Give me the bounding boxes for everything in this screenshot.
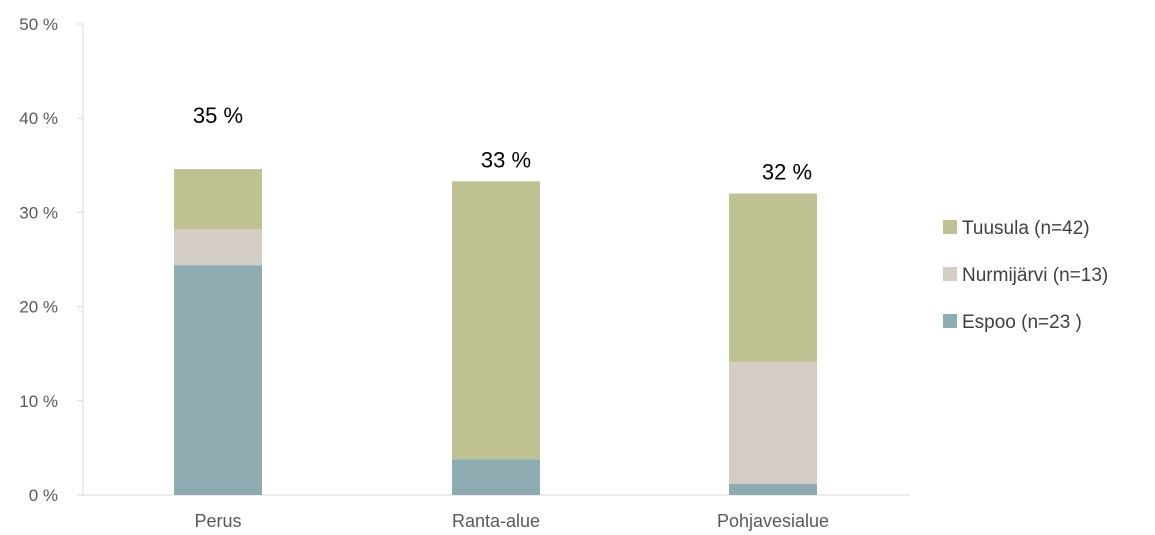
total-labels: 35 % 33 % 32 % xyxy=(193,103,812,184)
legend-swatch xyxy=(943,220,957,234)
y-tick-label: 10 % xyxy=(19,392,58,411)
y-tick-label: 30 % xyxy=(19,203,58,222)
category-labels: Perus Ranta-alue Pohjavesialue xyxy=(194,511,829,531)
legend-swatch xyxy=(943,314,957,328)
legend-label: Tuusula (n=42) xyxy=(962,218,1090,239)
bar-segment xyxy=(729,193,817,363)
total-label: 33 % xyxy=(481,147,531,172)
y-tick-label: 40 % xyxy=(19,109,58,128)
category-label: Perus xyxy=(194,511,241,531)
category-label: Pohjavesialue xyxy=(717,511,829,531)
y-tick-label: 20 % xyxy=(19,298,58,317)
bars xyxy=(174,169,817,495)
bar-segment xyxy=(729,483,817,495)
total-label: 32 % xyxy=(762,160,812,185)
bar-segment xyxy=(174,229,262,266)
bar-segment xyxy=(729,362,817,484)
legend-swatch xyxy=(943,267,957,281)
legend-label: Espoo (n=23 ) xyxy=(962,312,1082,333)
y-tick-label: 50 % xyxy=(19,15,58,34)
bar-segment xyxy=(452,181,540,460)
y-axis-ticks: 0 % 10 % 20 % 30 % 40 % 50 % xyxy=(19,15,83,505)
bar-segment xyxy=(174,265,262,495)
legend: Tuusula (n=42) Nurmijärvi (n=13) Espoo (n=… xyxy=(943,218,1108,333)
bar-segment xyxy=(452,459,540,495)
category-label: Ranta-alue xyxy=(452,511,540,531)
y-tick-label: 0 % xyxy=(29,486,58,505)
total-label: 35 % xyxy=(193,103,243,128)
legend-label: Nurmijärvi (n=13) xyxy=(962,265,1108,286)
bar-segment xyxy=(174,169,262,230)
